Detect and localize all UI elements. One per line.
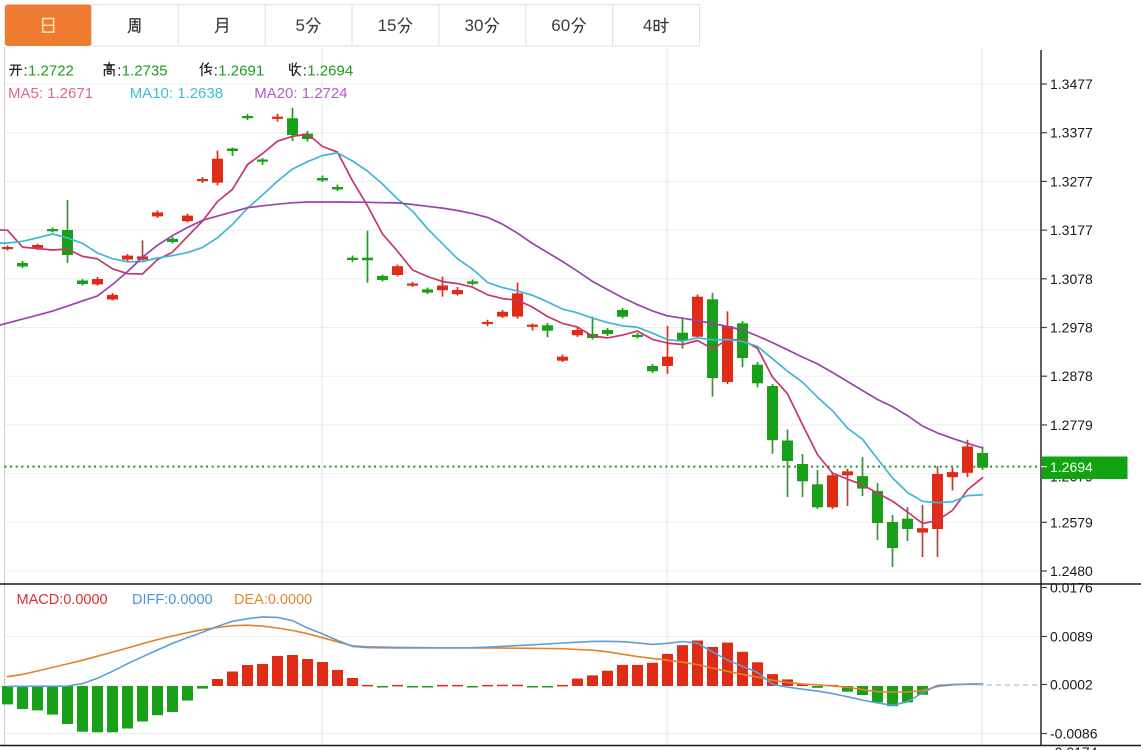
svg-text:1.3277: 1.3277 (1050, 173, 1093, 189)
svg-text::: : (117, 63, 121, 80)
svg-text:1.3377: 1.3377 (1050, 125, 1093, 141)
svg-text:4: 4 (643, 16, 652, 35)
svg-text:1.2779: 1.2779 (1050, 417, 1093, 433)
svg-text:MA20: 1.2724: MA20: 1.2724 (254, 85, 347, 102)
svg-text:1.2480: 1.2480 (1050, 563, 1093, 579)
svg-text:-0.0174: -0.0174 (1050, 744, 1098, 750)
svg-text:1.2694: 1.2694 (307, 63, 353, 80)
svg-text:0.0089: 0.0089 (1050, 629, 1093, 645)
svg-text::: : (24, 63, 28, 80)
svg-text:60: 60 (551, 16, 570, 35)
svg-text:30: 30 (465, 16, 484, 35)
svg-text:15: 15 (378, 16, 397, 35)
svg-text:MA10: 1.2638: MA10: 1.2638 (130, 85, 223, 102)
svg-text:1.2878: 1.2878 (1050, 368, 1093, 384)
svg-text::: : (303, 63, 307, 80)
svg-text:1.2722: 1.2722 (28, 63, 74, 80)
svg-text:DEA:0.0000: DEA:0.0000 (234, 592, 312, 608)
svg-text:1.3477: 1.3477 (1050, 76, 1093, 92)
svg-text:1.2691: 1.2691 (218, 63, 264, 80)
svg-text:-0.0086: -0.0086 (1050, 726, 1098, 742)
svg-text:1.2978: 1.2978 (1050, 320, 1093, 336)
svg-text:1.2579: 1.2579 (1050, 514, 1093, 530)
svg-text:MACD:0.0000: MACD:0.0000 (17, 592, 108, 608)
svg-text:0.0002: 0.0002 (1050, 677, 1093, 693)
svg-text:0.0176: 0.0176 (1050, 580, 1093, 596)
svg-text:1.3177: 1.3177 (1050, 222, 1093, 238)
svg-text:1.3078: 1.3078 (1050, 271, 1093, 287)
svg-text:1.2694: 1.2694 (1050, 459, 1093, 475)
svg-text:1.2735: 1.2735 (122, 63, 168, 80)
svg-text:MA5: 1.2671: MA5: 1.2671 (8, 85, 93, 102)
svg-text::: : (214, 63, 218, 80)
svg-text:DIFF:0.0000: DIFF:0.0000 (132, 592, 213, 608)
svg-text:5: 5 (296, 16, 305, 35)
